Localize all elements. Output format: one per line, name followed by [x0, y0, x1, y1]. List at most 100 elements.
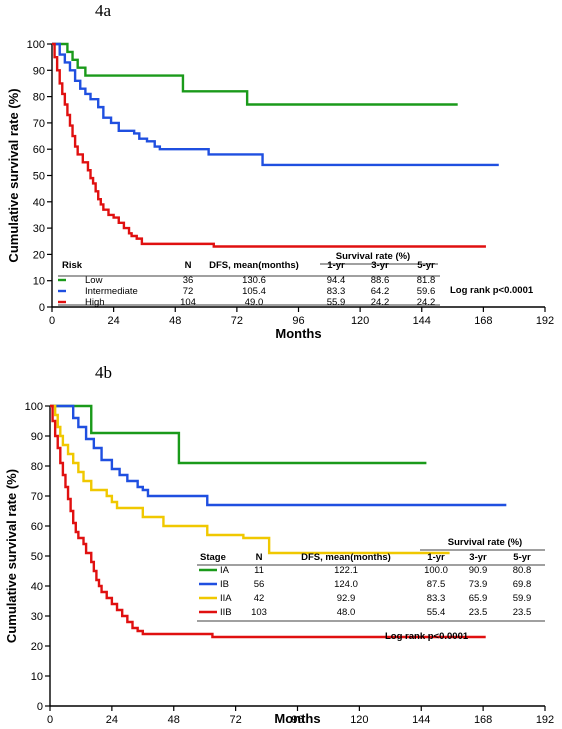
chart-panel-0: 4a 0 24 48 72 96 120 144 168 192 0 10 20 30 40 50 60 70 80… [6, 1, 554, 341]
y-axis-title: Cumulative survival rate (%) [6, 88, 21, 262]
x-tick-label: 48 [169, 315, 181, 327]
table-cell: 105.4 [242, 286, 266, 297]
x-tick-label: 120 [351, 315, 369, 327]
y-tick-label: 40 [33, 197, 45, 209]
table-cell: 56 [254, 579, 265, 590]
survival-curve-iia [50, 404, 450, 555]
table-row-label: Intermediate [85, 286, 138, 297]
x-tick-label: 168 [474, 315, 492, 327]
y-tick-label: 30 [33, 223, 45, 235]
survival-curve-iib [50, 404, 486, 639]
table-cell: 55.9 [327, 297, 346, 308]
table-cell: 104 [180, 297, 196, 308]
y-tick-label: 70 [33, 118, 45, 130]
x-tick-label: 96 [291, 714, 303, 726]
y-tick-label: 20 [31, 641, 43, 653]
table-cell: 48.0 [337, 607, 356, 618]
y-tick-label: 10 [33, 276, 45, 288]
table-cell: 87.5 [427, 579, 446, 590]
y-tick-label: 30 [31, 611, 43, 623]
table-cell: 36 [183, 275, 194, 286]
y-tick-label: 60 [31, 521, 43, 533]
x-tick-label: 192 [536, 714, 554, 726]
log-rank-annotation: Log rank p<0.0001 [385, 631, 469, 642]
survival-curve-high [52, 42, 486, 248]
panel-label: 4b [95, 363, 112, 382]
panel-label: 4a [95, 1, 112, 20]
x-tick-label: 72 [230, 714, 242, 726]
x-axis-title: Months [275, 326, 321, 341]
x-tick-label: 0 [49, 315, 55, 327]
table-column-header: 3-yr [469, 552, 487, 563]
table-cell: 23.5 [513, 607, 532, 618]
table-cell: 81.8 [417, 275, 436, 286]
table-cell: 64.2 [371, 286, 390, 297]
table-cell: 24.2 [371, 297, 390, 308]
table-group-header: Stage [200, 552, 226, 563]
y-tick-label: 70 [31, 491, 43, 503]
x-tick-label: 0 [47, 714, 53, 726]
x-tick-label: 96 [292, 315, 304, 327]
table-cell: 11 [254, 565, 264, 576]
table-column-header: N [256, 552, 263, 563]
table-cell: 65.9 [469, 593, 488, 604]
table-column-header: DFS, mean(months) [301, 552, 391, 563]
survival-curve-low [52, 42, 458, 106]
table-cell: 59.6 [417, 286, 436, 297]
x-tick-label: 192 [536, 315, 554, 327]
y-tick-label: 0 [37, 701, 43, 713]
table-cell: 94.4 [327, 275, 346, 286]
survival-curve-ia [50, 404, 427, 465]
y-tick-label: 40 [31, 581, 43, 593]
x-tick-label: 144 [412, 714, 430, 726]
table-column-header: 1-yr [427, 552, 445, 563]
table-cell: 80.8 [513, 565, 532, 576]
table-row-label: IIA [220, 593, 232, 604]
y-tick-label: 60 [33, 144, 45, 156]
table-column-header: 5-yr [513, 552, 531, 563]
table-column-header: N [185, 260, 192, 271]
table-column-header: 1-yr [327, 260, 345, 271]
table-cell: 24.2 [417, 297, 436, 308]
x-tick-label: 48 [168, 714, 180, 726]
x-tick-label: 144 [413, 315, 431, 327]
y-tick-label: 0 [39, 302, 45, 314]
table-cell: 83.3 [427, 593, 446, 604]
y-tick-label: 80 [33, 92, 45, 104]
x-tick-label: 24 [108, 315, 120, 327]
y-tick-label: 20 [33, 249, 45, 261]
table-survival-header: Survival rate (%) [448, 537, 522, 548]
table-cell: 72 [183, 286, 194, 297]
table-group-header: Risk [62, 260, 83, 271]
table-cell: 69.8 [513, 579, 532, 590]
y-tick-label: 10 [31, 671, 43, 683]
table-row-label: IIB [220, 607, 232, 618]
y-tick-label: 100 [27, 39, 45, 51]
table-survival-header: Survival rate (%) [336, 251, 410, 262]
table-cell: 92.9 [337, 593, 356, 604]
y-tick-label: 50 [31, 551, 43, 563]
table-cell: 130.6 [242, 275, 266, 286]
x-tick-label: 72 [231, 315, 243, 327]
table-row-label: High [85, 297, 105, 308]
table-cell: 122.1 [334, 565, 358, 576]
table-cell: 124.0 [334, 579, 358, 590]
table-cell: 83.3 [327, 286, 346, 297]
table-cell: 88.6 [371, 275, 390, 286]
chart-panel-1: 4b 0 24 48 72 96 120 144 168 192 0 10 20 30 40 50 60 70 80… [4, 363, 554, 726]
table-cell: 49.0 [245, 297, 264, 308]
table-cell: 73.9 [469, 579, 488, 590]
table-cell: 23.5 [469, 607, 488, 618]
survival-curve-ib [50, 404, 507, 507]
survival-curve-intermediate [52, 42, 499, 167]
y-tick-label: 80 [31, 461, 43, 473]
x-axis-title: Months [274, 711, 320, 726]
log-rank-annotation: Log rank p<0.0001 [450, 285, 534, 296]
table-cell: 59.9 [513, 593, 532, 604]
table-row-label: IB [220, 579, 229, 590]
table-row-label: IA [220, 565, 230, 576]
x-tick-label: 24 [106, 714, 118, 726]
table-cell: 55.4 [427, 607, 446, 618]
y-axis-title: Cumulative survival rate (%) [4, 469, 19, 643]
